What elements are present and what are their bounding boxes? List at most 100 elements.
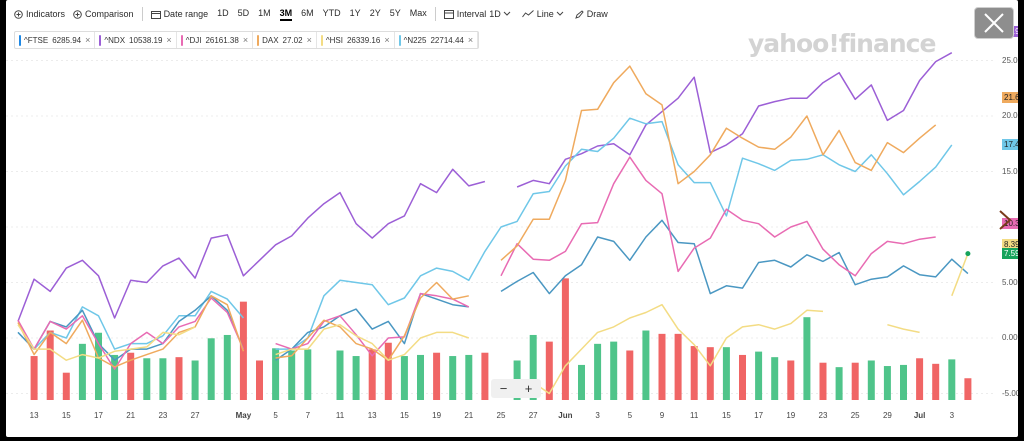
x-axis-label: 23 [158, 411, 168, 420]
volume-bar [62, 372, 70, 400]
y-axis-label: 0.00% [1002, 333, 1018, 342]
x-axis-label: 27 [190, 411, 200, 420]
chart-type-button[interactable]: Line [521, 9, 567, 19]
x-axis-label: 21 [464, 411, 474, 420]
volume-bar [272, 348, 280, 400]
legend-item: DAX 27.02 × [253, 32, 317, 48]
close-button[interactable] [974, 7, 1014, 39]
remove-comparison-icon[interactable]: × [242, 35, 249, 45]
range-max[interactable]: Max [409, 7, 427, 18]
range-6m[interactable]: 6M [301, 7, 314, 18]
comparison-button[interactable]: Comparison [73, 9, 134, 19]
x-axis-label: 23 [818, 411, 828, 420]
volume-bar [819, 362, 827, 400]
remove-comparison-icon[interactable]: × [85, 35, 91, 45]
last-point-marker [965, 251, 971, 257]
price-badge: 21.65 [1002, 91, 1018, 103]
volume-bar [739, 354, 746, 400]
x-axis-label: May [235, 411, 252, 420]
interval-icon [443, 9, 454, 19]
zoom-out-button[interactable]: − [499, 381, 508, 396]
range-1y[interactable]: 1Y [349, 7, 361, 18]
legend-symbol: ^DJI [185, 35, 202, 45]
series-line-dax [17, 65, 937, 368]
indicators-button[interactable]: Indicators [14, 9, 65, 19]
price-badge: 17.41 [1002, 138, 1018, 150]
chart-toolbar: Indicators Comparison Date range 1D 5D 1M 3… [6, 0, 1018, 28]
range-2y[interactable]: 2Y [369, 7, 381, 18]
chevron-right-icon[interactable] [998, 210, 1012, 230]
x-axis-label: 15 [61, 411, 71, 420]
x-axis-label: 25 [850, 411, 860, 420]
volume-bar [288, 350, 296, 400]
legend-item: ^NDX 10538.19 × [95, 32, 177, 48]
legend-item: ^FTSE 6285.94 × [15, 32, 96, 48]
legend-color-swatch [398, 34, 401, 46]
volume-bar [400, 356, 408, 400]
x-axis-label: 25 [496, 411, 506, 420]
series-line-ndx [17, 52, 953, 322]
zoom-in-button[interactable]: + [524, 381, 533, 396]
volume-bar [127, 352, 135, 400]
volume-bar [883, 366, 891, 400]
range-5d[interactable]: 5D [237, 7, 250, 18]
toolbar-divider [141, 7, 143, 21]
pencil-icon [574, 9, 584, 19]
legend-symbol: ^HSI [325, 35, 343, 45]
draw-button[interactable]: Draw [574, 9, 608, 19]
plus-circle-icon [73, 9, 82, 19]
price-badge: 7.59 [1002, 247, 1018, 259]
volume-bar [964, 378, 972, 400]
x-axis-label: 15 [399, 411, 409, 420]
volume-bar [561, 278, 569, 400]
legend-value: 26161.38 [205, 35, 239, 45]
x-axis-label: 3 [595, 411, 600, 420]
y-axis-label: 15.00% [1002, 166, 1018, 176]
remove-comparison-icon[interactable]: × [166, 35, 172, 45]
legend-symbol: ^NDX [104, 35, 126, 45]
volume-bar [46, 330, 54, 400]
volume-bar [368, 349, 376, 400]
range-3m[interactable]: 3M [279, 8, 293, 21]
series-line-n225 [17, 117, 953, 350]
legend-value: 10538.19 [129, 35, 163, 45]
x-axis-label: 11 [690, 411, 699, 420]
volume-bar [932, 363, 940, 400]
x-axis-label: 5 [273, 411, 278, 420]
range-1d[interactable]: 1D [217, 7, 229, 18]
volume-bar [481, 352, 489, 400]
remove-comparison-icon[interactable]: × [306, 35, 312, 45]
date-range-button[interactable]: Date range [150, 9, 208, 19]
volume-bar [417, 354, 424, 400]
volume-bar [449, 356, 457, 400]
x-axis-label: Jun [558, 411, 573, 420]
price-badge: 8.39 [1002, 238, 1018, 250]
remove-comparison-icon[interactable]: × [467, 35, 474, 45]
legend-item: ^N225 22714.44 × [395, 32, 479, 48]
range-5y[interactable]: 5Y [389, 7, 401, 18]
volume-bar [610, 341, 618, 400]
legend-item: ^HSI 26339.16 × [317, 32, 395, 48]
y-axis-label: 5.00% [1002, 277, 1018, 287]
range-1m[interactable]: 1M [258, 7, 271, 18]
volume-bar [143, 358, 151, 400]
volume-bar [545, 341, 553, 400]
interval-button[interactable]: Interval 1D [443, 9, 514, 19]
volume-bar [722, 347, 730, 400]
series-line-ftse [17, 219, 969, 361]
volume-bar [658, 333, 666, 400]
chart-window: Indicators Comparison Date range 1D 5D 1M 3… [6, 0, 1018, 437]
remove-comparison-icon[interactable]: × [384, 35, 390, 45]
x-axis-label: 3 [949, 411, 955, 420]
volume-bar [78, 343, 86, 400]
volume-bar [256, 360, 263, 400]
volume-bar [916, 358, 924, 400]
volume-bar [191, 360, 199, 400]
range-ytd[interactable]: YTD [322, 7, 341, 18]
brand-watermark: yahoo!finance [748, 29, 936, 58]
volume-bar [529, 334, 537, 400]
interval-label: Interval [456, 9, 487, 19]
volume-bar [771, 357, 779, 400]
chart-plot[interactable] [6, 0, 1018, 400]
legend-symbol: ^N225 [403, 35, 427, 45]
